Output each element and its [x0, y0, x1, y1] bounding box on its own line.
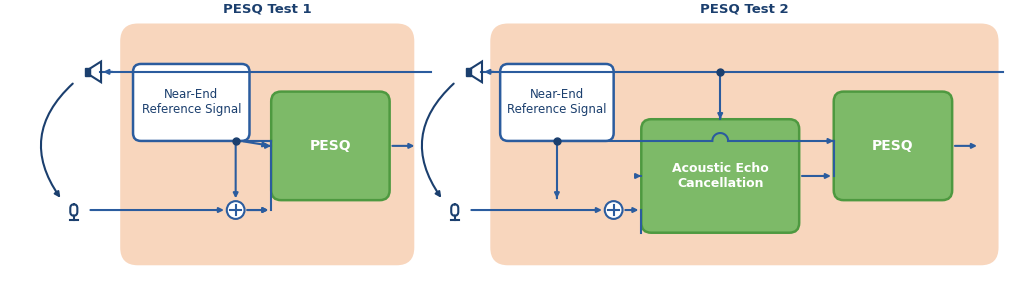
Text: Near-End
Reference Signal: Near-End Reference Signal: [141, 88, 241, 117]
Polygon shape: [466, 67, 471, 76]
FancyArrowPatch shape: [422, 84, 454, 196]
Text: PESQ: PESQ: [872, 139, 913, 153]
FancyBboxPatch shape: [834, 92, 952, 200]
Circle shape: [605, 201, 623, 219]
Text: PESQ: PESQ: [309, 139, 351, 153]
Text: Acoustic Echo
Cancellation: Acoustic Echo Cancellation: [672, 162, 769, 190]
FancyBboxPatch shape: [133, 64, 250, 141]
Text: Near-End
Reference Signal: Near-End Reference Signal: [507, 88, 606, 117]
Circle shape: [226, 201, 245, 219]
FancyBboxPatch shape: [500, 64, 613, 141]
Text: PESQ Test 1: PESQ Test 1: [223, 3, 311, 15]
Text: PESQ Test 2: PESQ Test 2: [700, 3, 788, 15]
FancyBboxPatch shape: [641, 119, 799, 233]
FancyArrowPatch shape: [41, 84, 73, 196]
FancyBboxPatch shape: [120, 24, 415, 265]
Polygon shape: [85, 67, 90, 76]
FancyBboxPatch shape: [271, 92, 389, 200]
FancyBboxPatch shape: [490, 24, 998, 265]
